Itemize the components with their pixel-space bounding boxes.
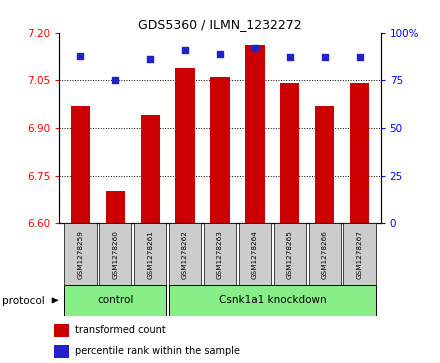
Bar <box>210 77 230 223</box>
Text: Csnk1a1 knockdown: Csnk1a1 knockdown <box>219 295 326 305</box>
Bar <box>274 223 306 285</box>
Text: control: control <box>97 295 133 305</box>
Bar <box>71 106 90 223</box>
Point <box>216 51 224 57</box>
Bar <box>169 223 202 285</box>
Point <box>112 77 119 83</box>
Text: percentile rank within the sample: percentile rank within the sample <box>75 346 240 356</box>
Bar <box>134 223 166 285</box>
Bar <box>106 191 125 223</box>
Bar <box>54 324 69 337</box>
Text: protocol: protocol <box>2 295 45 306</box>
Bar <box>64 285 166 316</box>
Bar <box>99 223 132 285</box>
Bar <box>140 115 160 223</box>
Title: GDS5360 / ILMN_1232272: GDS5360 / ILMN_1232272 <box>138 19 302 32</box>
Point <box>77 53 84 58</box>
Bar <box>315 106 334 223</box>
Bar <box>350 83 369 223</box>
Bar <box>238 223 271 285</box>
Bar <box>308 223 341 285</box>
Text: GSM1278267: GSM1278267 <box>357 230 363 278</box>
Bar <box>204 223 236 285</box>
Text: GSM1278261: GSM1278261 <box>147 230 153 278</box>
Bar <box>343 223 376 285</box>
Point <box>356 54 363 60</box>
Bar <box>169 285 376 316</box>
Point <box>286 54 293 60</box>
Text: transformed count: transformed count <box>75 325 166 335</box>
Bar <box>64 223 97 285</box>
Text: GSM1278266: GSM1278266 <box>322 230 328 278</box>
Point <box>182 47 189 53</box>
Text: GSM1278262: GSM1278262 <box>182 230 188 278</box>
Text: GSM1278265: GSM1278265 <box>287 230 293 278</box>
Bar <box>246 45 264 223</box>
Bar <box>280 83 300 223</box>
Text: GSM1278264: GSM1278264 <box>252 230 258 278</box>
Point <box>251 45 258 51</box>
Point <box>147 56 154 62</box>
Bar <box>176 68 194 223</box>
Text: GSM1278263: GSM1278263 <box>217 230 223 278</box>
Text: GSM1278259: GSM1278259 <box>77 230 83 278</box>
Bar <box>54 345 69 358</box>
Point <box>321 54 328 60</box>
Text: GSM1278260: GSM1278260 <box>112 230 118 278</box>
